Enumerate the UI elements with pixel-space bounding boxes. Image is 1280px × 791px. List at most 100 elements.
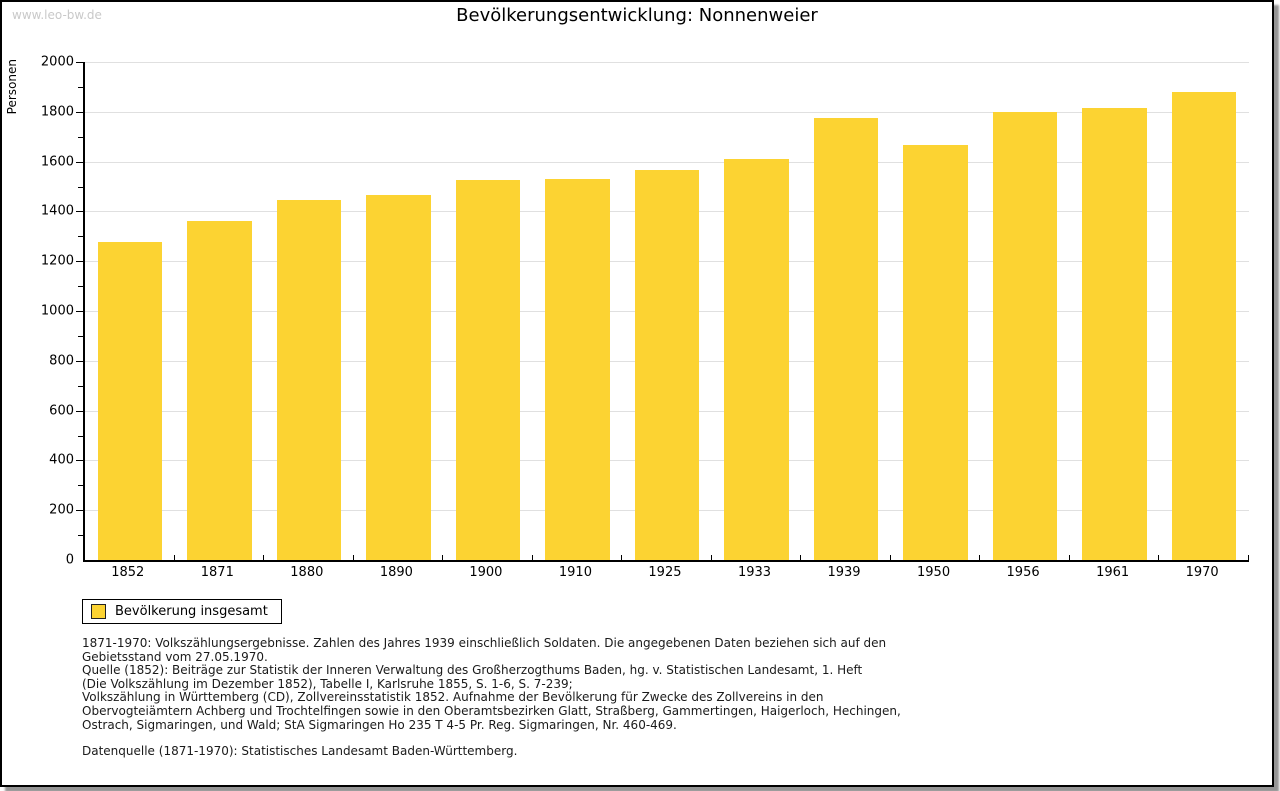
- x-tick-label: 1939: [827, 565, 861, 580]
- footer-note-line: Gebietsstand vom 27.05.1970.: [82, 649, 268, 664]
- x-boundary-tick: [263, 555, 265, 560]
- y-major-tick: [76, 261, 83, 263]
- x-tick-label: 1950: [917, 565, 951, 580]
- x-boundary-tick: [352, 555, 354, 560]
- y-major-tick: [76, 311, 83, 312]
- watermark: www.leo-bw.de: [12, 8, 102, 22]
- x-tick-label: 1956: [1006, 565, 1040, 580]
- gridline: [85, 111, 1249, 113]
- x-boundary-tick: [800, 555, 802, 560]
- y-minor-tick: [78, 136, 83, 138]
- y-major-tick: [76, 460, 83, 462]
- bar-1956: [992, 111, 1058, 560]
- y-minor-tick: [78, 236, 83, 238]
- bar-1970: [1171, 92, 1237, 560]
- bar-1852: [97, 242, 162, 560]
- y-major-tick: [76, 111, 83, 113]
- x-boundary-tick: [442, 555, 444, 560]
- y-major-tick: [76, 510, 83, 512]
- bar-1950: [903, 145, 968, 560]
- bar-1880: [276, 200, 342, 560]
- bars-container: [85, 62, 1249, 560]
- y-tick-label: 400: [49, 452, 74, 468]
- x-boundary-tick: [531, 555, 533, 560]
- footer-note-line: Obervogteiämtern Achberg und Trochtelfin…: [82, 703, 901, 718]
- y-major-tick: [76, 211, 83, 213]
- legend-label: Bevölkerung insgesamt: [115, 604, 268, 619]
- bar-1890: [366, 195, 431, 560]
- footer-notes: 1871-1970: Volkszählungsergebnisse. Zahl…: [82, 636, 1242, 759]
- y-minor-tick: [78, 186, 83, 188]
- gridline: [85, 161, 1249, 163]
- y-tick-label: 200: [49, 502, 74, 518]
- footer-note-line: 1871-1970: Volkszählungsergebnisse. Zahl…: [82, 636, 887, 650]
- y-minor-tick: [78, 435, 83, 437]
- x-axis-labels: 1852 1871 1880 1890 1900 1910 1925 1933 1939 1950…: [83, 565, 1247, 580]
- y-tick-label: 1200: [40, 253, 74, 269]
- bar-1900: [455, 179, 521, 560]
- y-major-tick: [76, 410, 83, 412]
- x-tick-label: 1925: [648, 565, 682, 580]
- x-tick-label: 1961: [1096, 565, 1130, 580]
- x-tick-label: 1933: [737, 565, 772, 580]
- bar-1961: [1082, 108, 1147, 560]
- x-tick-label: 1900: [469, 565, 503, 580]
- y-tick-label: 1800: [40, 104, 74, 120]
- bar-slot-1900: [443, 62, 533, 560]
- x-tick-label: 1871: [200, 565, 234, 580]
- footer-note-line: Volkszählung in Württemberg (CD), Zollve…: [82, 690, 824, 705]
- y-minor-tick: [78, 385, 83, 387]
- y-major-tick: [76, 62, 83, 63]
- x-tick-label: 1852: [111, 565, 145, 580]
- y-minor-tick: [78, 286, 83, 288]
- bar-slot-1933: [712, 62, 802, 560]
- y-minor-tick: [78, 485, 83, 487]
- x-boundary-tick: [889, 555, 891, 560]
- bar-1910: [545, 178, 610, 560]
- bar-slot-1939: [801, 62, 891, 560]
- y-tick-label: 800: [49, 353, 74, 369]
- bar-slot-1956: [980, 62, 1070, 560]
- bar-slot-1970: [1159, 62, 1249, 560]
- footer-note-line: Ostrach, Sigmaringen, und Wald; StA Sigm…: [82, 717, 677, 732]
- legend: Bevölkerung insgesamt: [82, 599, 282, 624]
- footer-datasource: Datenquelle (1871-1970): Statistisches L…: [82, 744, 518, 759]
- x-boundary-tick: [1158, 555, 1160, 560]
- bar-slot-1961: [1070, 62, 1160, 560]
- x-boundary-tick: [173, 555, 175, 560]
- bar-slot-1852: [85, 62, 175, 560]
- bar-slot-1925: [622, 62, 712, 560]
- bar-slot-1950: [891, 62, 981, 560]
- plot-area: [76, 62, 1249, 562]
- bar-1939: [813, 118, 879, 560]
- y-tick-label: 1600: [40, 154, 74, 170]
- y-minor-tick: [78, 335, 83, 337]
- bar-slot-1890: [354, 62, 444, 560]
- bar-1925: [634, 169, 700, 560]
- bar-slot-1880: [264, 62, 354, 560]
- y-major-tick: [76, 161, 83, 163]
- bar-1871: [187, 221, 252, 560]
- x-boundary-tick: [1068, 555, 1070, 560]
- x-boundary-tick: [979, 555, 981, 560]
- y-minor-tick: [78, 86, 83, 88]
- y-tick-label: 1000: [40, 303, 74, 319]
- x-tick-label: 1910: [558, 565, 592, 580]
- x-boundary-tick: [710, 555, 712, 560]
- legend-swatch-icon: [91, 604, 106, 619]
- bar-1933: [724, 159, 789, 560]
- x-boundary-tick: [1248, 555, 1249, 560]
- x-tick-label: 1880: [290, 565, 324, 580]
- x-tick-label: 1890: [379, 565, 413, 580]
- x-boundary-tick: [621, 555, 623, 560]
- y-minor-tick: [78, 535, 83, 537]
- y-axis-labels: 0 200 400 600 800 1000 1200 1400 1600 1800 2000: [2, 55, 74, 568]
- gridline: [85, 62, 1249, 63]
- y-tick-label: 2000: [40, 54, 74, 70]
- y-tick-label: 600: [49, 403, 74, 419]
- y-major-tick: [76, 360, 83, 362]
- bar-slot-1910: [533, 62, 623, 560]
- bar-slot-1871: [175, 62, 265, 560]
- chart-title: Bevölkerungsentwicklung: Nonnenweier: [456, 5, 818, 26]
